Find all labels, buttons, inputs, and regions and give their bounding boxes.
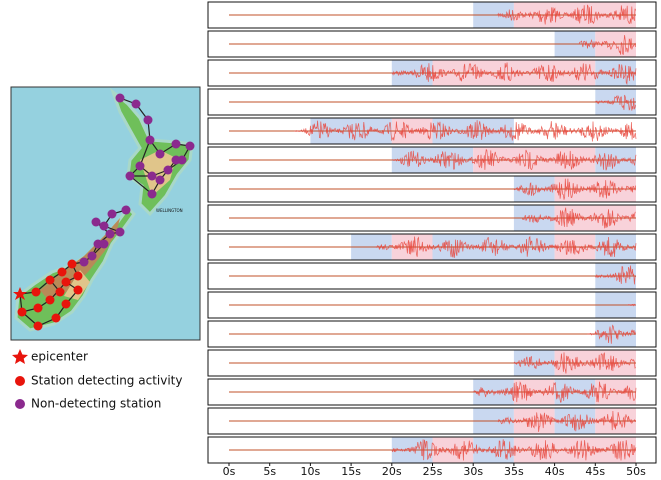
x-tick-label: 35s: [504, 465, 524, 478]
trace-panel: [208, 147, 656, 173]
trace-panel: [208, 437, 656, 463]
legend-label: epicenter: [31, 350, 88, 364]
x-tick-label: 45s: [585, 465, 605, 478]
x-tick-label: 40s: [545, 465, 565, 478]
x-tick-label: 15s: [341, 465, 361, 478]
x-tick-label: 50s: [626, 465, 646, 478]
x-tick-label: 10s: [301, 465, 321, 478]
trace-panel: [208, 60, 656, 86]
trace-panel: [208, 2, 656, 28]
x-tick-label: 25s: [423, 465, 443, 478]
trace-panel: [208, 205, 656, 231]
trace-panel: [208, 31, 656, 57]
trace-panel: [208, 321, 656, 347]
trace-panel: [208, 292, 656, 318]
legend: epicenter Station detecting activity Non…: [12, 349, 182, 411]
trace-panel: [208, 176, 656, 202]
legend-red-dot: [15, 376, 25, 386]
figure: WELLINGTON epicenter Station detecting a…: [0, 0, 661, 480]
map-label: WELLINGTON: [156, 208, 183, 213]
trace-panel: [208, 263, 656, 289]
trace-panel: [208, 379, 656, 405]
trace-panel: [208, 234, 656, 260]
x-tick-label: 5s: [263, 465, 276, 478]
x-tick-label: 30s: [463, 465, 483, 478]
legend-label: Non-detecting station: [31, 397, 161, 411]
trace-panel: [208, 89, 656, 115]
x-tick-label: 20s: [382, 465, 402, 478]
trace-panel: [208, 118, 656, 144]
map: WELLINGTON: [11, 87, 200, 340]
trace-panel: [208, 350, 656, 376]
legend-label: Station detecting activity: [31, 374, 182, 388]
legend-purple-dot: [15, 399, 25, 409]
traces: 0s 5s 10s 15s 20s 25s 30s 35s 40s 45s 50s: [208, 2, 656, 478]
x-tick-label: 0s: [223, 465, 236, 478]
legend-star: [12, 349, 28, 364]
trace-panel: [208, 408, 656, 434]
